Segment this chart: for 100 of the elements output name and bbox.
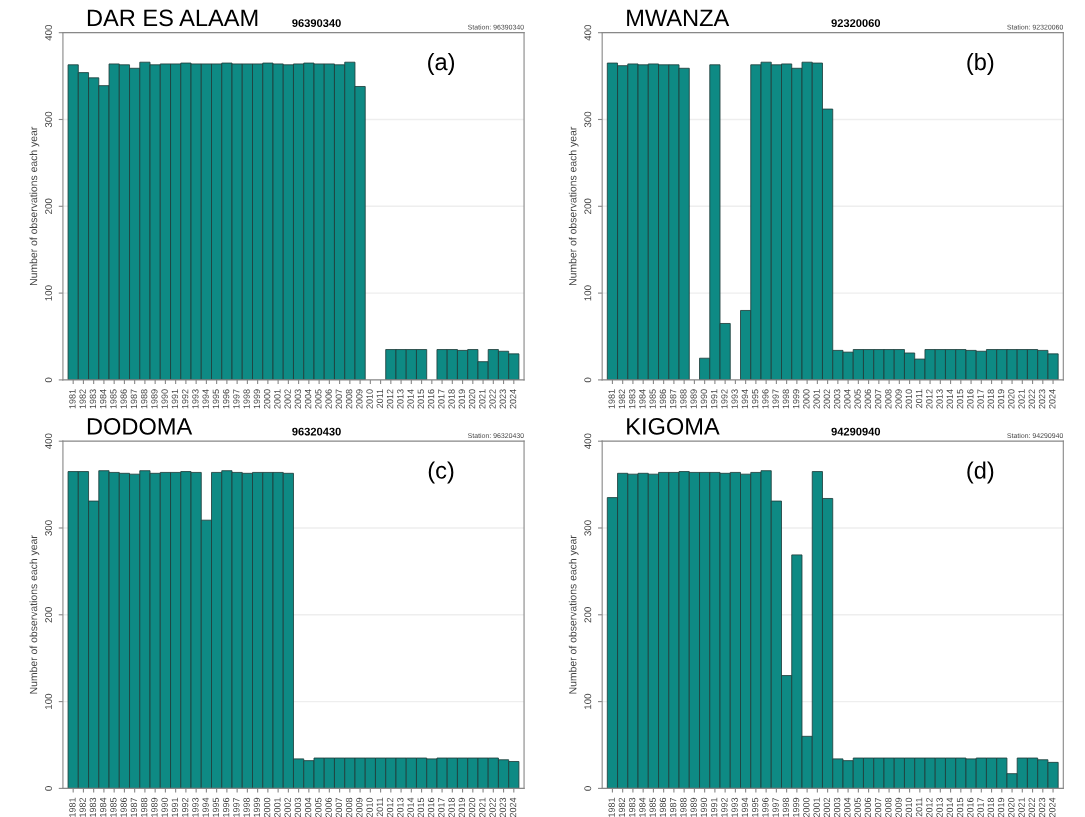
x-tick-label: 1982 xyxy=(618,389,626,409)
x-tick-label: 1981 xyxy=(608,797,615,817)
x-tick-label: 1996 xyxy=(222,389,230,409)
x-tick-label: 2006 xyxy=(864,389,872,409)
x-tick-label: 1983 xyxy=(628,389,636,409)
x-tick-label: 2007 xyxy=(335,389,343,409)
x-tick-label: 1988 xyxy=(680,797,687,817)
y-tick-label: 400 xyxy=(45,24,52,41)
x-tick-label: 1981 xyxy=(69,389,76,409)
y-tick-label: 100 xyxy=(584,693,592,709)
y-tick-label: 100 xyxy=(45,693,52,709)
y-axis-title: Number of observations each year xyxy=(568,126,579,286)
x-tick-label: 2023 xyxy=(499,389,506,409)
x-tick-label: 2015 xyxy=(956,389,964,409)
x-tick-label: 2000 xyxy=(803,797,810,817)
x-tick-label: 2005 xyxy=(854,797,861,817)
x-tick-label: 1992 xyxy=(181,797,189,817)
x-tick-label: 1989 xyxy=(690,389,697,409)
x-tick-label: 1991 xyxy=(710,389,718,409)
x-tick-label: 1999 xyxy=(253,797,261,817)
x-tick-label: 2015 xyxy=(956,797,964,817)
x-tick-label: 2017 xyxy=(977,389,984,409)
x-tick-label: 2020 xyxy=(468,389,476,409)
x-tick-label: 2010 xyxy=(905,389,913,409)
x-tick-label: 1990 xyxy=(700,797,708,817)
y-tick-label: 300 xyxy=(584,520,592,536)
x-tick-label: 2008 xyxy=(885,389,892,409)
x-tick-label: 1987 xyxy=(669,389,677,409)
x-tick-label: 2015 xyxy=(417,797,425,817)
x-tick-label: 2003 xyxy=(833,389,841,409)
x-tick-label: 2018 xyxy=(448,797,455,817)
x-tick-label: 1985 xyxy=(649,797,656,817)
x-tick-label: 2012 xyxy=(926,389,933,409)
x-tick-label: 2022 xyxy=(1028,797,1035,817)
x-tick-label: 1987 xyxy=(669,797,677,817)
y-tick-label: 0 xyxy=(45,377,52,383)
x-tick-label: 1998 xyxy=(243,389,250,409)
x-tick-label: 2006 xyxy=(864,797,872,817)
x-tick-label: 2021 xyxy=(479,389,486,409)
x-tick-label: 2003 xyxy=(294,797,302,817)
x-tick-label: 2013 xyxy=(936,389,943,409)
chart-title: MWANZA xyxy=(627,9,730,27)
chart-title: DAR ES ALAAM xyxy=(87,9,258,27)
x-tick-label: 1994 xyxy=(741,389,749,409)
x-tick-label: 2018 xyxy=(448,389,455,409)
x-tick-label: 2023 xyxy=(1038,389,1046,409)
x-tick-label: 1984 xyxy=(99,389,107,409)
x-tick-label: 2017 xyxy=(438,797,445,817)
x-tick-label: 2010 xyxy=(366,797,373,817)
x-tick-label: 1989 xyxy=(151,797,158,817)
x-tick-label: 1994 xyxy=(202,797,209,817)
x-tick-label: 2002 xyxy=(284,797,291,817)
x-tick-label: 2001 xyxy=(274,389,281,409)
x-tick-label: 1992 xyxy=(721,389,728,409)
annotation: (c) xyxy=(428,461,454,484)
x-tick-label: 1988 xyxy=(140,389,148,409)
y-tick-label: 0 xyxy=(45,786,52,791)
x-tick-label: 1983 xyxy=(89,797,97,817)
x-tick-label: 2024 xyxy=(1049,797,1056,817)
x-tick-label: 2016 xyxy=(427,389,435,409)
x-tick-label: 1984 xyxy=(99,797,107,817)
x-tick-label: 1987 xyxy=(130,389,138,409)
x-tick-label: 1993 xyxy=(731,797,738,817)
y-axis-title: Number of observations each year xyxy=(568,535,579,694)
x-tick-label: 1994 xyxy=(202,389,209,409)
x-tick-label: 1995 xyxy=(212,389,220,409)
chart-title: DODOMA xyxy=(87,418,193,435)
x-tick-label: 2002 xyxy=(284,389,291,409)
x-tick-label: 2020 xyxy=(1008,389,1015,409)
x-tick-label: 2013 xyxy=(397,389,404,409)
x-tick-label: 1993 xyxy=(731,389,738,409)
x-tick-label: 2003 xyxy=(833,797,841,817)
y-tick-label: 300 xyxy=(584,111,592,128)
x-tick-label: 2019 xyxy=(458,797,465,817)
y-axis-title: Number of observations each year xyxy=(29,535,40,694)
y-tick-label: 200 xyxy=(584,607,592,623)
x-tick-label: 1995 xyxy=(751,797,759,817)
x-tick-label: 2019 xyxy=(458,389,465,409)
x-tick-label: 2018 xyxy=(987,797,994,817)
x-tick-label: 1986 xyxy=(120,389,127,409)
x-tick-label: 2010 xyxy=(905,797,913,817)
x-tick-label: 2011 xyxy=(376,797,384,817)
chart-title: KIGOMA xyxy=(627,418,720,435)
x-tick-label: 1988 xyxy=(680,389,687,409)
y-tick-label: 400 xyxy=(45,433,52,450)
x-tick-label: 2001 xyxy=(813,389,820,409)
x-tick-label: 2016 xyxy=(967,797,974,817)
y-tick-label: 0 xyxy=(584,786,592,791)
x-tick-label: 1985 xyxy=(110,797,117,817)
x-tick-label: 2017 xyxy=(438,389,445,409)
y-tick-label: 200 xyxy=(584,198,592,214)
x-tick-label: 2022 xyxy=(489,389,496,409)
x-tick-label: 2005 xyxy=(854,389,861,409)
x-tick-label: 1994 xyxy=(741,797,749,817)
y-tick-label: 100 xyxy=(45,285,52,301)
x-tick-label: 2009 xyxy=(895,797,902,817)
x-tick-label: 2019 xyxy=(997,797,1005,817)
y-tick-label: 400 xyxy=(584,24,592,41)
x-tick-label: 2011 xyxy=(915,797,923,817)
x-tick-label: 1998 xyxy=(243,797,250,817)
